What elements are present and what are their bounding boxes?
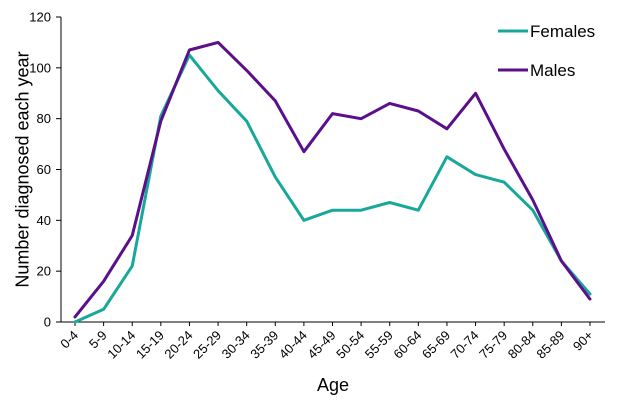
y-tick-group: 0 20 40 60 80 100 120 — [29, 10, 61, 330]
series-line-males — [73, 40, 592, 319]
y-tick-label: 60 — [37, 162, 51, 177]
series-line-females — [73, 53, 592, 324]
x-tick-label: 80-84 — [505, 328, 539, 362]
y-axis-title: Number diagnosed each year — [12, 51, 32, 287]
x-tick-label: 60-64 — [390, 328, 424, 362]
x-tick-label: 50-54 — [333, 328, 367, 362]
x-tick-label: 25-29 — [190, 328, 224, 362]
y-tick-label: 100 — [29, 60, 51, 75]
x-tick-label: 35-39 — [247, 328, 281, 362]
y-tick-label: 80 — [37, 111, 51, 126]
x-axis-title: Age — [317, 375, 349, 395]
series-group — [73, 40, 592, 324]
y-tick-label: 0 — [44, 315, 51, 330]
x-tick-label: 90+ — [570, 328, 596, 354]
x-tick-label: 45-49 — [305, 328, 339, 362]
x-tick-label: 75-79 — [476, 328, 510, 362]
x-tick-label: 20-24 — [161, 328, 195, 362]
x-tick-label: 55-59 — [362, 328, 396, 362]
x-tick-label: 85-89 — [533, 328, 567, 362]
y-tick-label: 20 — [37, 264, 51, 279]
x-tick-group: 0-4 5-910-1415-1920-2425-2930-3435-3940-4… — [57, 322, 596, 362]
y-tick-label: 40 — [37, 213, 51, 228]
x-tick-label: 65-69 — [419, 328, 453, 362]
x-tick-label: 70-74 — [448, 328, 482, 362]
axes — [60, 17, 605, 323]
x-tick-label: 10-14 — [104, 328, 138, 362]
legend: Females Males — [498, 22, 595, 80]
x-tick-label: 15-19 — [133, 328, 167, 362]
legend-label-females: Females — [530, 22, 595, 41]
y-tick-label: 120 — [29, 10, 51, 25]
x-tick-label: 40-44 — [276, 328, 310, 362]
legend-label-males: Males — [530, 61, 575, 80]
x-tick-label: 0-4 — [57, 328, 81, 352]
x-tick-label: 30-34 — [219, 328, 253, 362]
